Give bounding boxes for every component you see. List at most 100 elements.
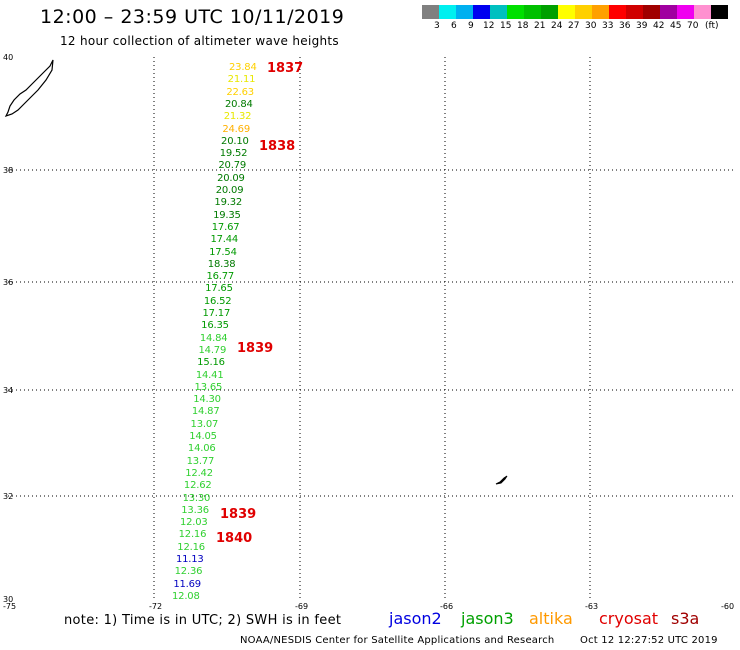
colorbar-label: 36 (619, 21, 631, 31)
colorbar-cell (456, 5, 473, 19)
colorbar-unit: (ft) (705, 21, 719, 31)
colorbar-cell (490, 5, 507, 19)
colorbar-label: 12 (483, 21, 495, 31)
pass-number-label: 1837 (267, 61, 304, 76)
colorbar-label: 27 (568, 21, 580, 31)
colorbar-cell (626, 5, 643, 19)
pass-number-label: 1839 (237, 341, 274, 356)
longitude-label: -66 (440, 602, 454, 611)
longitude-label: -72 (149, 602, 163, 611)
wave-height-value: 12.62 (183, 480, 212, 492)
longitude-label: -60 (721, 602, 735, 611)
latitude-label: 40 (3, 53, 14, 62)
colorbar-label: 45 (670, 21, 682, 31)
wave-height-value: 13.77 (186, 455, 215, 467)
coastline-bermuda (495, 475, 508, 485)
colorbar-cell (660, 5, 677, 19)
wave-height-value: 14.30 (193, 394, 221, 406)
colorbar-cell (541, 5, 558, 19)
pass-number-label: 1840 (216, 531, 253, 546)
colorbar-cell (677, 5, 694, 19)
pass-number-label: 1838 (259, 139, 296, 154)
colorbar-cell (422, 5, 439, 19)
colorbar-label: 24 (551, 21, 563, 31)
wave-height-value: 13.36 (181, 504, 209, 516)
satellite-label-jason3: jason3 (461, 609, 514, 628)
wave-height-value: 18.38 (207, 258, 236, 270)
wave-height-value: 14.84 (199, 332, 228, 344)
wave-height-value: 23.84 (229, 62, 257, 73)
wave-height-value: 20.10 (221, 135, 249, 147)
latitude-label: 38 (3, 166, 14, 175)
wave-height-value: 22.63 (226, 86, 254, 98)
wave-height-value: 14.06 (187, 443, 216, 455)
colorbar-cell (711, 5, 728, 19)
wave-height-value: 12.03 (179, 517, 208, 529)
map-title: 12:00 – 23:59 UTC 10/11/2019 (40, 6, 345, 28)
wave-height-value: 13.65 (194, 381, 223, 393)
wave-height-value: 16.35 (201, 320, 229, 332)
colorbar-cell (609, 5, 626, 19)
satellite-label-jason2: jason2 (389, 609, 442, 628)
colorbar-label: 3 (434, 21, 440, 31)
wave-height-value: 17.65 (205, 283, 233, 295)
satellite-label-altika: altika (529, 609, 573, 628)
credit-line: NOAA/NESDIS Center for Satellite Applica… (240, 635, 555, 646)
wave-height-value: 12.42 (185, 467, 213, 479)
wave-height-value: 14.79 (198, 344, 227, 356)
wave-height-value: 11.69 (173, 578, 201, 590)
wave-height-value: 13.07 (190, 418, 219, 430)
colorbar-cell (643, 5, 660, 19)
wave-height-value: 12.36 (174, 566, 203, 578)
colorbar-cell (473, 5, 490, 19)
wave-height-value: 16.77 (206, 271, 235, 283)
wave-height-value: 17.54 (209, 246, 237, 258)
wave-height-value: 19.32 (214, 197, 243, 209)
colorbar-label: 9 (468, 21, 474, 31)
satellite-label-s3a: s3a (671, 609, 700, 628)
latitude-label: 32 (3, 492, 14, 501)
colorbar-cell (524, 5, 541, 19)
wave-height-value: 15.16 (197, 357, 225, 369)
colorbar-label: 70 (687, 21, 699, 31)
colorbar-cell (694, 5, 711, 19)
wave-height-value: 20.09 (217, 172, 245, 184)
longitude-label: -75 (3, 602, 17, 611)
colorbar-label: 39 (636, 21, 648, 31)
wave-height-value: 19.52 (219, 148, 248, 160)
wave-height-value: 19.35 (213, 209, 241, 221)
wave-height-value: 12.16 (178, 529, 207, 541)
longitude-label: -63 (585, 602, 599, 611)
wave-height-value: 14.05 (189, 431, 217, 443)
wave-height-value: 12.16 (177, 541, 205, 553)
colorbar-label: 30 (585, 21, 597, 31)
wave-height-value: 20.84 (225, 98, 253, 110)
colorbar-label: 6 (451, 21, 457, 31)
pass-number-label: 1839 (220, 507, 257, 522)
wave-height-value: 21.32 (223, 111, 252, 123)
wave-height-value: 14.87 (191, 406, 220, 418)
wave-height-value: 17.17 (202, 308, 231, 320)
generation-timestamp: Oct 12 12:27:52 UTC 2019 (580, 635, 718, 646)
colorbar-cell (439, 5, 456, 19)
map-subtitle: 12 hour collection of altimeter wave hei… (60, 34, 339, 48)
colorbar-label: 21 (534, 21, 546, 31)
latitude-label: 36 (3, 278, 14, 287)
colorbar-label: 42 (653, 21, 665, 31)
colorbar-cell (592, 5, 609, 19)
longitude-label: -69 (295, 602, 309, 611)
wave-height-value: 20.79 (218, 160, 247, 172)
latitude-label: 30 (3, 595, 14, 604)
coastline-long-island (4, 59, 54, 118)
wave-height-value: 11.13 (175, 554, 204, 566)
colorbar-label: 18 (517, 21, 529, 31)
coastline (4, 59, 508, 485)
wave-height-value: 24.69 (222, 123, 250, 135)
satellite-label-cryosat: cryosat (599, 609, 659, 628)
latitude-label: 34 (3, 386, 14, 395)
colorbar-cell (558, 5, 575, 19)
colorbar-cell (575, 5, 592, 19)
wave-height-value: 13.30 (182, 492, 211, 504)
colorbar-cell (507, 5, 524, 19)
